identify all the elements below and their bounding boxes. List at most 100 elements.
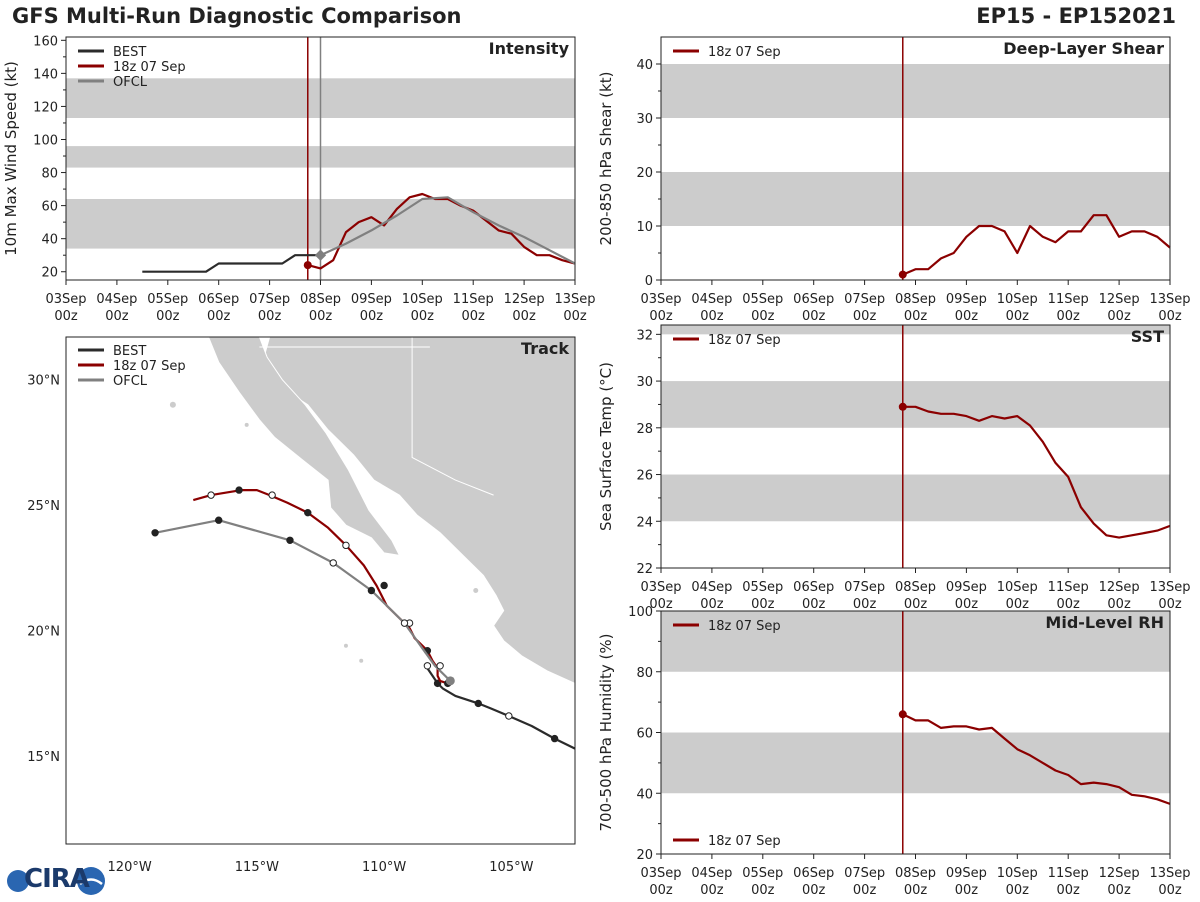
x-tick-label-time: 00z [649,309,673,324]
x-tick-label-date: 10Sep [997,580,1038,595]
x-tick-label-time: 00z [1006,883,1030,898]
track-line [193,489,449,685]
x-tick-label-date: 12Sep [1099,580,1140,595]
lon-tick-label: 110°W [362,860,406,875]
cira-logo: CIRA [4,864,108,898]
y-tick-label: 22 [636,562,653,577]
y-tick-label: 60 [41,200,58,215]
x-tick-label-date: 05Sep [742,866,783,881]
x-tick-label-time: 00z [207,309,231,324]
x-tick-label-date: 07Sep [249,292,290,307]
x-tick-label-time: 00z [258,309,282,324]
x-tick-label-time: 00z [853,597,877,612]
y-tick-label: 100 [33,133,58,148]
panel-title: Deep-Layer Shear [1003,39,1164,58]
island [473,588,479,593]
x-tick-label-time: 00z [700,883,724,898]
x-tick-label-time: 00z [411,309,435,324]
series-line [142,254,321,273]
x-tick-label-time: 00z [751,597,775,612]
y-tick-label: 140 [33,67,58,82]
y-tick-label: 10 [636,220,653,235]
x-tick-label-date: 03Sep [640,292,681,307]
track-point [304,508,312,517]
x-tick-label-date: 08Sep [300,292,341,307]
x-tick-label-time: 00z [1158,309,1182,324]
x-tick-label-date: 06Sep [793,866,834,881]
shaded-band [661,381,1170,428]
panel-title: Track [521,339,569,358]
y-tick-label: 60 [636,727,653,742]
y-tick-label: 20 [636,166,653,181]
x-tick-label-time: 00z [904,597,928,612]
x-tick-label-date: 07Sep [844,580,885,595]
x-tick-label-date: 11Sep [1048,580,1089,595]
legend-label: OFCL [113,75,148,90]
x-tick-label-date: 10Sep [997,292,1038,307]
x-tick-label-date: 04Sep [691,866,732,881]
x-tick-label-time: 00z [853,309,877,324]
y-tick-label: 40 [636,58,653,73]
x-tick-label-time: 00z [512,309,536,324]
x-tick-label-time: 00z [1057,597,1081,612]
x-tick-label-time: 00z [853,883,877,898]
x-tick-label-date: 03Sep [45,292,86,307]
track-point [268,491,276,499]
y-tick-label: 26 [636,469,653,484]
x-tick-label-date: 11Sep [1048,866,1089,881]
series-line [307,192,576,270]
x-tick-label-date: 08Sep [895,292,936,307]
shaded-band [661,611,1170,672]
x-tick-label-date: 11Sep [453,292,494,307]
y-tick-label: 32 [636,328,653,343]
state-border [411,337,494,496]
y-axis-label: 10m Max Wind Speed (kt) [2,61,20,256]
x-tick-label-date: 05Sep [147,292,188,307]
x-tick-label-time: 00z [105,309,129,324]
x-tick-label-date: 07Sep [844,292,885,307]
island [244,422,249,427]
series-start-marker [898,710,907,719]
y-tick-label: 0 [645,274,653,289]
y-tick-label: 80 [636,666,653,681]
x-tick-label-date: 08Sep [895,580,936,595]
shaded-band [661,474,1170,522]
current-position-marker [445,676,455,686]
panel-track: 120°W 115°W 110°W 105°W 15°N 20°N 25°N 30°N Trac… [27,336,576,875]
x-tick-label-date: 12Sep [504,292,545,307]
storm-id: EP15 - EP152021 [976,4,1176,28]
shaded-band [661,172,1170,226]
x-tick-label-date: 13Sep [1149,580,1190,595]
logo-text: CIRA [24,864,90,894]
lon-tick-label: 105°W [489,860,533,875]
x-tick-label-date: 06Sep [198,292,239,307]
track-point [215,516,223,524]
track-point [151,529,159,537]
x-tick-label-time: 00z [904,883,928,898]
y-axis-label: 700-500 hPa Humidity (%) [597,633,615,831]
x-tick-label-date: 10Sep [997,866,1038,881]
x-tick-label-time: 00z [54,309,78,324]
y-tick-label: 30 [636,112,653,127]
x-tick-label-time: 00z [649,597,673,612]
x-tick-label-time: 00z [700,309,724,324]
x-tick-label-time: 00z [1057,309,1081,324]
x-tick-label-date: 09Sep [351,292,392,307]
legend-label: 18z 07 Sep [708,619,781,634]
x-tick-label-time: 00z [563,309,587,324]
x-tick-label-date: 13Sep [1149,866,1190,881]
series-line [902,713,1171,805]
series-line [320,196,576,265]
x-tick-label-time: 00z [1107,597,1131,612]
axes-frame [65,336,576,845]
y-tick-label: 40 [41,233,58,248]
x-tick-label-date: 09Sep [946,580,987,595]
y-tick-label: 30 [636,375,653,390]
track-point [436,662,444,670]
x-tick-label-time: 00z [1158,883,1182,898]
x-tick-label-time: 00z [955,883,979,898]
x-tick-label-time: 00z [700,597,724,612]
x-tick-label-date: 12Sep [1099,866,1140,881]
island [359,658,364,663]
panel-rh: 20 40 60 80 100 03Sep 00z 04Sep 00z 05Sep 00z 06Sep… [597,605,1191,898]
